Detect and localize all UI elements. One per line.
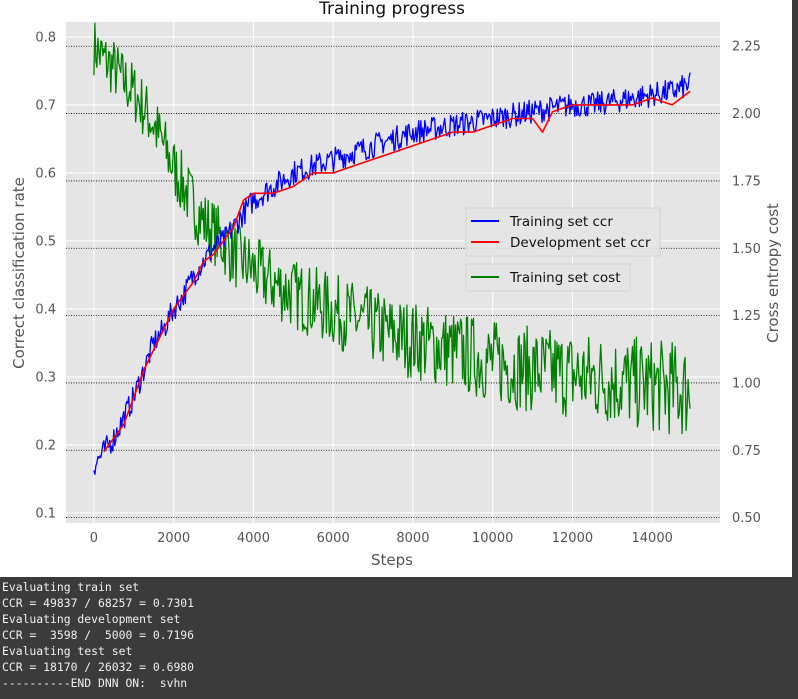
console-line: CCR = 3598 / 5000 = 0.7196 [2, 628, 195, 642]
right-y-axis-label: Cross entropy cost [764, 203, 782, 343]
console-line: CCR = 18170 / 26032 = 0.6980 [2, 660, 195, 674]
left-y-tick-label: 0.2 [35, 438, 56, 453]
right-y-tick-label: 0.75 [732, 444, 761, 459]
console-line: Evaluating development set [2, 612, 181, 626]
window-edge [792, 0, 798, 577]
series-line-training-set-ccr [93, 72, 691, 475]
terminal-output: Evaluating train set CCR = 49837 / 68257… [0, 577, 798, 699]
left-y-tick-label: 0.7 [35, 98, 56, 113]
console-line: CCR = 49837 / 68257 = 0.7301 [2, 596, 195, 610]
left-y-tick-label: 0.4 [35, 302, 56, 317]
training-progress-chart: 0 2000 4000 6000 8000 10000 12000 14000 0.1 0.2 0.… [10, 0, 782, 569]
right-y-tick-label: 0.50 [732, 511, 761, 526]
console-line: Evaluating test set [2, 644, 133, 658]
x-tick-label: 14000 [632, 531, 673, 546]
right-y-tick-label: 2.25 [732, 40, 761, 55]
left-y-tick-label: 0.8 [35, 30, 56, 45]
x-tick-label: 4000 [237, 531, 270, 546]
console-line: ----------END DNN ON: svhn [2, 676, 188, 690]
right-y-tick-label: 2.00 [732, 107, 761, 122]
series-line-training-set-cost [93, 22, 691, 435]
legend-label: Development set ccr [510, 235, 651, 251]
right-y-tick-label: 1.50 [732, 242, 761, 257]
left-y-tick-label: 0.1 [35, 506, 56, 521]
left-y-tick-label: 0.3 [35, 370, 56, 385]
x-tick-label: 6000 [317, 531, 350, 546]
x-tick-label: 8000 [396, 531, 429, 546]
x-tick-label: 12000 [552, 531, 593, 546]
x-tick-label: 2000 [157, 531, 190, 546]
left-y-tick-label: 0.6 [35, 166, 56, 181]
left-y-tick-label: 0.5 [35, 234, 56, 249]
right-y-tick-label: 1.25 [732, 309, 761, 324]
left-y-axis-label: Correct classification rate [10, 177, 28, 369]
legend-label: Training set cost [509, 270, 621, 286]
x-axis-label: Steps [371, 551, 413, 569]
x-tick-label: 10000 [472, 531, 513, 546]
legend-box-ccr [465, 207, 661, 257]
series-line-development-set-ccr [103, 90, 691, 453]
chart-title: Training progress [318, 0, 465, 19]
console-line: Evaluating train set [2, 580, 140, 594]
legend-label: Training set ccr [509, 214, 613, 230]
x-tick-label: 0 [90, 531, 98, 546]
right-y-tick-label: 1.00 [732, 376, 761, 391]
right-y-tick-label: 1.75 [732, 174, 761, 189]
figure-canvas: 0 2000 4000 6000 8000 10000 12000 14000 0.1 0.2 0.… [0, 0, 798, 577]
